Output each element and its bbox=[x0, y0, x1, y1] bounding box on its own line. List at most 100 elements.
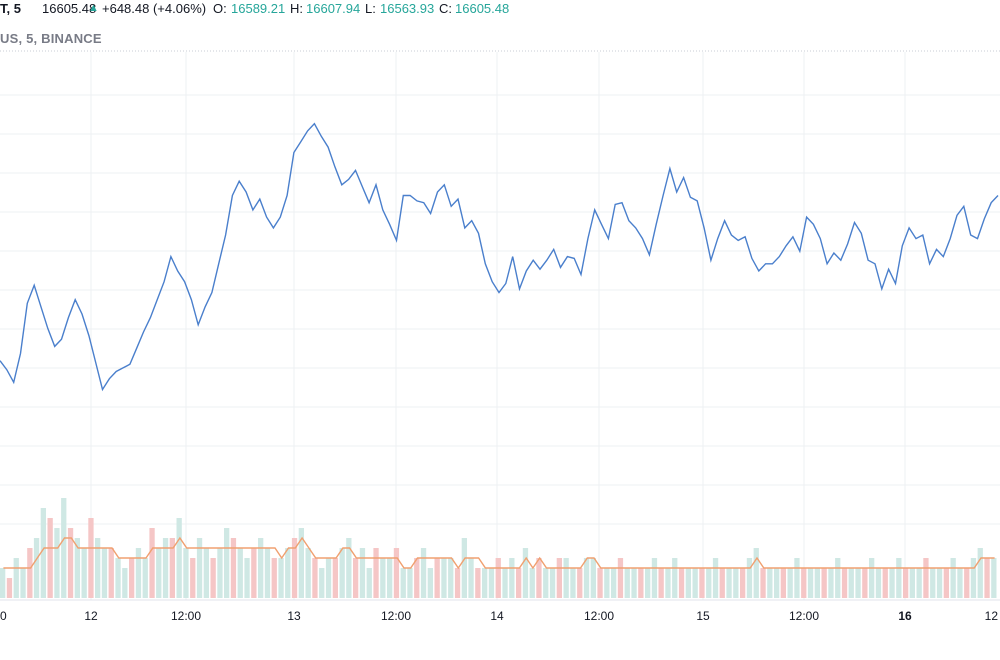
price-change: +648.48 (+4.06%) bbox=[102, 1, 207, 16]
x-tick-label: 12:00 bbox=[171, 609, 201, 623]
up-arrow-icon: ▲ bbox=[88, 2, 99, 14]
volume-bar bbox=[780, 568, 786, 598]
volume-bar bbox=[285, 548, 291, 598]
volume-bar bbox=[794, 558, 800, 598]
volume-bar bbox=[20, 568, 26, 598]
volume-bar bbox=[556, 558, 562, 598]
x-tick-label: 12:00 bbox=[789, 609, 819, 623]
volume-bar bbox=[563, 558, 569, 598]
volume-bar bbox=[230, 538, 237, 598]
volume-bar bbox=[380, 558, 386, 598]
volume-bar bbox=[692, 568, 698, 598]
volume-bar bbox=[6, 578, 13, 598]
volume-bar bbox=[414, 558, 420, 598]
volume-bar bbox=[726, 568, 732, 598]
volume-bar bbox=[984, 558, 990, 598]
volume-bar bbox=[339, 548, 345, 598]
chart-grid bbox=[0, 52, 1000, 600]
volume-bar bbox=[719, 568, 725, 598]
volume-bar bbox=[319, 568, 325, 598]
x-tick-label: 12:00 bbox=[584, 609, 614, 623]
volume-bar bbox=[577, 568, 583, 598]
volume-bar bbox=[461, 538, 467, 598]
volume-bar bbox=[366, 568, 372, 598]
volume-bar bbox=[40, 508, 46, 598]
volume-bar bbox=[516, 568, 522, 598]
volume-bar bbox=[828, 568, 834, 598]
volume-bar bbox=[142, 558, 148, 598]
x-tick-label: 12 bbox=[84, 609, 98, 623]
volume-bar bbox=[149, 528, 155, 598]
volume-bar bbox=[332, 558, 338, 598]
volume-bar bbox=[583, 558, 590, 598]
volume-bar bbox=[509, 558, 515, 598]
volume-bar bbox=[81, 548, 87, 598]
volume-bar bbox=[570, 568, 576, 598]
volume-bar bbox=[923, 558, 929, 598]
volume-bar bbox=[889, 568, 895, 598]
price-line bbox=[0, 122, 999, 392]
volume-bar bbox=[529, 568, 535, 598]
volume-bar bbox=[746, 558, 753, 598]
volume-bar bbox=[468, 558, 474, 598]
volume-bar bbox=[190, 558, 196, 598]
low-value: 16563.93 bbox=[380, 1, 435, 16]
volume-bar bbox=[753, 548, 759, 598]
volume-bar bbox=[665, 568, 671, 598]
volume-bar bbox=[176, 518, 182, 598]
volume-bar bbox=[400, 568, 406, 598]
volume-bar bbox=[943, 568, 949, 598]
volume-bar bbox=[841, 568, 848, 598]
volume-bar bbox=[169, 538, 175, 598]
volume-bar bbox=[217, 548, 223, 598]
volume-bar bbox=[278, 558, 284, 598]
volume-bar bbox=[61, 498, 67, 598]
x-tick-label: 0 bbox=[0, 609, 7, 623]
volume-bar bbox=[536, 558, 542, 598]
symbol-label[interactable]: T, 5 bbox=[0, 1, 21, 16]
volume-bar bbox=[495, 558, 501, 598]
volume-bar bbox=[244, 558, 250, 598]
volume-bar bbox=[67, 528, 74, 598]
volume-bar bbox=[101, 548, 108, 598]
volume-bar bbox=[733, 568, 739, 598]
x-tick-label: 13 bbox=[287, 609, 301, 623]
volume-bar bbox=[624, 568, 630, 598]
open-value: 16589.21 bbox=[231, 1, 286, 16]
volume-bar bbox=[291, 538, 298, 598]
volume-bar bbox=[882, 568, 888, 598]
volume-bar bbox=[597, 568, 603, 598]
volume-bar bbox=[353, 558, 359, 598]
volume-bar bbox=[298, 528, 304, 598]
volume-bar bbox=[115, 558, 121, 598]
volume-bar bbox=[638, 568, 644, 598]
volume-bar bbox=[27, 548, 33, 598]
volume-bar bbox=[909, 568, 915, 598]
volume-bar bbox=[699, 568, 705, 598]
x-tick-label: 15 bbox=[696, 609, 710, 623]
volume-bar bbox=[407, 568, 413, 598]
volume-bar bbox=[848, 568, 854, 598]
volume-bar bbox=[454, 568, 461, 598]
high-value: 16607.94 bbox=[306, 1, 361, 16]
volume-bar bbox=[312, 558, 318, 598]
volume-bar bbox=[611, 568, 617, 598]
volume-bar bbox=[441, 558, 447, 598]
volume-bar bbox=[936, 568, 943, 598]
volume-bar bbox=[420, 548, 427, 598]
volume-bar bbox=[373, 548, 379, 598]
volume-bar bbox=[54, 528, 60, 598]
volume-bar bbox=[645, 568, 651, 598]
volume-bar bbox=[685, 568, 691, 598]
volume-bar bbox=[814, 568, 820, 598]
volume-bar bbox=[767, 568, 773, 598]
volume-bar bbox=[135, 548, 142, 598]
volume-bar bbox=[706, 568, 712, 598]
volume-bar bbox=[651, 558, 658, 598]
volume-bar bbox=[108, 548, 114, 598]
volume-bar bbox=[393, 548, 400, 598]
x-tick-label: 12:00 bbox=[381, 609, 411, 623]
volume-bar bbox=[47, 518, 53, 598]
volume-bar bbox=[359, 548, 366, 598]
